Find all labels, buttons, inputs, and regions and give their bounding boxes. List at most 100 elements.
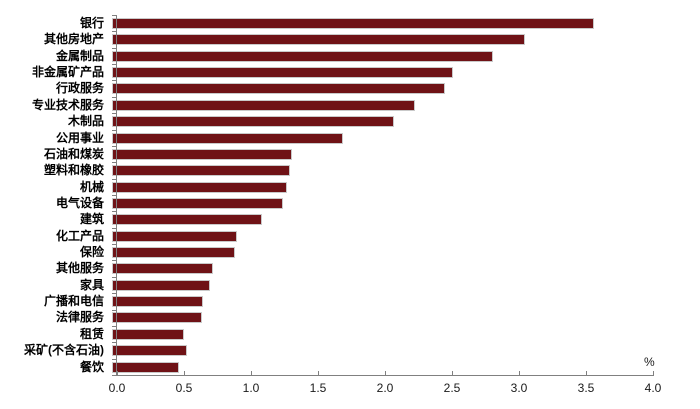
bar-track <box>111 309 653 325</box>
x-tick-mark <box>385 371 386 376</box>
x-tick-mark <box>452 371 453 376</box>
bar-track <box>111 31 653 47</box>
bar <box>112 279 211 291</box>
category-label: 家具 <box>79 277 104 292</box>
bar-track <box>111 277 653 293</box>
bar <box>112 247 235 259</box>
category-label: 机械 <box>79 179 104 194</box>
y-tick-mark <box>112 211 116 213</box>
bar-track <box>111 113 653 129</box>
bar <box>112 312 203 324</box>
category-label: 木制品 <box>67 114 104 129</box>
y-tick-mark <box>112 80 116 82</box>
y-tick-mark <box>112 96 116 98</box>
y-tick-mark <box>112 260 116 262</box>
bar <box>112 50 494 62</box>
chart-row: 法律服务 <box>0 309 653 325</box>
chart-row: 租赁 <box>0 326 653 342</box>
category-label: 其他房地产 <box>43 32 104 47</box>
y-tick-mark <box>112 15 116 16</box>
chart-row: 电气设备 <box>0 195 653 211</box>
y-tick-mark <box>112 145 116 147</box>
x-tick-mark <box>318 371 319 376</box>
category-label: 化工产品 <box>55 228 104 243</box>
bar-track <box>111 260 653 276</box>
bar <box>112 67 453 79</box>
chart-row: 广播和电信 <box>0 293 653 309</box>
y-tick-mark <box>112 293 116 295</box>
bar-track <box>111 195 653 211</box>
bar <box>112 132 343 144</box>
bar <box>112 181 288 193</box>
y-tick-mark <box>112 31 116 33</box>
category-label: 建筑 <box>79 212 104 227</box>
y-tick-mark <box>112 162 116 164</box>
y-tick-mark <box>112 227 116 229</box>
x-tick-label: 0.5 <box>175 381 193 395</box>
bar <box>112 34 525 46</box>
y-tick-mark <box>112 178 116 180</box>
chart-row: 非金属矿产品 <box>0 64 653 80</box>
x-tick-mark <box>251 371 252 376</box>
chart-row: 公用事业 <box>0 130 653 146</box>
y-tick-mark <box>112 129 116 131</box>
chart-row: 专业技术服务 <box>0 97 653 113</box>
chart-row: 其他服务 <box>0 260 653 276</box>
x-tick-label: 4.0 <box>644 381 662 395</box>
bar <box>112 361 180 373</box>
category-label: 保险 <box>79 245 104 260</box>
bar-track <box>111 244 653 260</box>
chart-row: 采矿(不含石油) <box>0 342 653 358</box>
x-tick-mark <box>586 371 587 376</box>
chart-row: 行政服务 <box>0 80 653 96</box>
y-tick-mark <box>112 113 116 115</box>
chart-row: 机械 <box>0 179 653 195</box>
bar <box>112 328 185 340</box>
bar <box>112 263 213 275</box>
bar-track <box>111 228 653 244</box>
x-tick-label: 1.0 <box>242 381 260 395</box>
bar <box>112 214 262 226</box>
x-tick-label: 1.5 <box>309 381 327 395</box>
bar-track <box>111 326 653 342</box>
y-tick-mark <box>112 309 116 311</box>
bar-track <box>111 162 653 178</box>
chart-row: 建筑 <box>0 211 653 227</box>
bar-track <box>111 146 653 162</box>
bar-track <box>111 293 653 309</box>
category-label: 石油和煤炭 <box>43 146 104 161</box>
chart-row: 餐饮 <box>0 359 653 375</box>
y-tick-mark <box>112 358 116 360</box>
category-label: 公用事业 <box>55 130 104 145</box>
bar-rows: 银行 其他房地产 金属制品 非金属矿产品 行政服务 专业技术服务 <box>0 15 653 375</box>
y-tick-mark <box>112 375 116 376</box>
bar <box>112 148 292 160</box>
category-label: 餐饮 <box>79 359 104 374</box>
bar <box>112 99 415 111</box>
category-label: 电气设备 <box>55 195 104 210</box>
x-tick-mark <box>653 371 654 376</box>
x-tick-mark <box>184 371 185 376</box>
bar <box>112 83 445 95</box>
category-label: 非金属矿产品 <box>31 65 104 80</box>
x-tick-label: 3.0 <box>510 381 528 395</box>
y-tick-mark <box>112 325 116 327</box>
bar-track <box>111 48 653 64</box>
bar <box>112 165 291 177</box>
bar-track <box>111 64 653 80</box>
bar-track <box>111 97 653 113</box>
chart-row: 其他房地产 <box>0 31 653 47</box>
bar <box>112 230 238 242</box>
y-tick-mark <box>112 342 116 344</box>
x-tick-mark <box>519 371 520 376</box>
x-axis-unit-label: % <box>644 355 655 369</box>
x-tick-label: 2.0 <box>376 381 394 395</box>
chart-row: 塑料和橡胶 <box>0 162 653 178</box>
bar <box>112 18 594 29</box>
bar-track <box>111 15 653 31</box>
y-tick-mark <box>112 47 116 49</box>
bar-track <box>111 342 653 358</box>
bar <box>112 197 284 209</box>
y-tick-mark <box>112 195 116 196</box>
category-label: 行政服务 <box>55 81 104 96</box>
